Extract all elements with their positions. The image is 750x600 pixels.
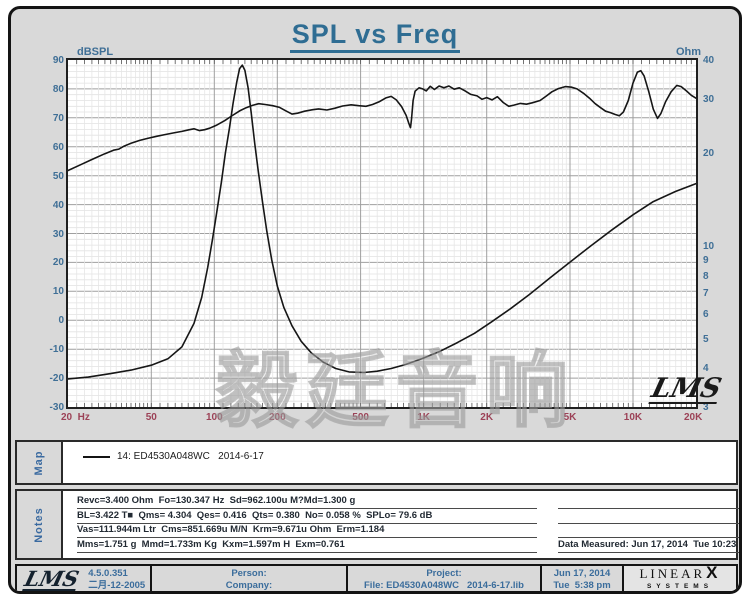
left-axis-tick-20: 20 xyxy=(52,257,64,269)
notes-right-column: Data Measured: Jun 17, 2014 Tue 10:23 am xyxy=(558,495,739,553)
file-name: File: ED4530A048WC 2014-6-17.lib xyxy=(364,579,524,591)
status-cell-datetime: Jun 17, 2014 Tue 5:38 pm xyxy=(540,566,622,591)
status-cell-brand: LINEAR X SYSTEMS xyxy=(622,566,736,591)
right-axis-tick-20: 20 xyxy=(703,147,715,159)
notes-right-line-2 xyxy=(558,510,739,524)
status-cell-person: Person: Company: xyxy=(150,566,346,591)
notes-left-column: Revc=3.400 Ohm Fo=130.347 Hz Sd=962.100u… xyxy=(77,495,537,553)
linearx-x-glyph: X xyxy=(706,566,721,582)
notes-line-parameters-2: BL=3.422 T■ Qms= 4.304 Qes= 0.416 Qts= 0… xyxy=(77,510,537,524)
left-axis-tick--20: -20 xyxy=(49,373,64,385)
notes-data-measured: Data Measured: Jun 17, 2014 Tue 10:23 am xyxy=(558,539,739,553)
right-axis-tick-7: 7 xyxy=(703,288,709,300)
status-bar: LMS 4.5.0.351 二月-12-2005 Person: Company… xyxy=(15,564,738,591)
notes-line-parameters-4: Mms=1.751 g Mmd=1.733m Kg Kxm=1.597m H E… xyxy=(77,539,537,553)
left-axis-tick--30: -30 xyxy=(49,402,64,413)
linearx-wordmark: LINEAR xyxy=(639,566,706,581)
freq-axis-tick-1000: 1K xyxy=(417,412,431,423)
notes-right-line-1 xyxy=(558,495,739,509)
freq-axis-tick-2000: 2K xyxy=(480,412,494,423)
left-axis-tick-0: 0 xyxy=(58,315,64,327)
lms-plot-watermark: LMS xyxy=(648,373,725,404)
status-cell-version: LMS 4.5.0.351 二月-12-2005 xyxy=(17,566,150,591)
status-date: Jun 17, 2014 xyxy=(553,567,611,579)
freq-axis-tick-20: 20 Hz xyxy=(61,412,90,423)
notes-panel-label-cell: Notes xyxy=(17,491,63,558)
map-panel: Map 14: ED4530A048WC 2014-6-17 xyxy=(15,440,738,485)
report-frame: SPL vs Freq dBSPL Ohm 90 80 70 60 50 40 30 20 10… xyxy=(8,6,742,594)
freq-axis-tick-100: 100 xyxy=(205,412,223,423)
freq-axis-tick-5000: 5K xyxy=(563,412,577,423)
left-axis-tick-60: 60 xyxy=(52,141,64,153)
right-axis-unit-label: Ohm xyxy=(675,46,701,58)
freq-axis-tick-500: 500 xyxy=(352,412,369,423)
project-label: Project: xyxy=(426,567,462,579)
freq-axis-tick-20000: 20K xyxy=(684,412,703,423)
left-axis-tick-40: 40 xyxy=(52,199,64,211)
freq-axis-tick-10000: 10K xyxy=(623,412,643,423)
right-axis-tick-4: 4 xyxy=(703,363,709,375)
notes-panel: Notes Revc=3.400 Ohm Fo=130.347 Hz Sd=96… xyxy=(15,489,739,560)
map-panel-label-cell: Map xyxy=(17,442,63,483)
right-axis-tick-8: 8 xyxy=(703,270,709,282)
spl-impedance-chart xyxy=(68,60,696,407)
right-axis-tick-40: 40 xyxy=(703,55,715,66)
right-axis-tick-6: 6 xyxy=(703,309,709,321)
app-version-date: 二月-12-2005 xyxy=(88,579,146,591)
map-panel-label: Map xyxy=(33,450,45,475)
notes-right-line-3 xyxy=(558,524,739,539)
right-axis-tick-9: 9 xyxy=(703,254,709,266)
legend-label: 14: ED4530A048WC 2014-6-17 xyxy=(117,451,264,462)
chart-plot-area xyxy=(66,58,698,409)
notes-panel-label: Notes xyxy=(33,506,45,543)
person-label: Person: xyxy=(231,567,267,579)
left-axis-tick-80: 80 xyxy=(52,83,64,95)
left-axis-tick-30: 30 xyxy=(52,228,64,240)
right-axis-tick-10: 10 xyxy=(703,240,715,252)
notes-line-parameters-3: Vas=111.944m Ltr Cms=851.669u M/N Krm=9.… xyxy=(77,524,537,539)
left-axis-tick-10: 10 xyxy=(52,286,64,298)
chart-title-row: SPL vs Freq xyxy=(11,19,739,53)
left-axis-unit-label: dBSPL xyxy=(77,46,114,58)
right-axis-tick-5: 5 xyxy=(703,333,709,345)
right-axis-tick-30: 30 xyxy=(703,93,715,105)
left-axis-tick-50: 50 xyxy=(52,170,64,182)
status-cell-project: Project: File: ED4530A048WC 2014-6-17.li… xyxy=(346,566,540,591)
notes-line-parameters-1: Revc=3.400 Ohm Fo=130.347 Hz Sd=962.100u… xyxy=(77,495,537,509)
map-panel-content: 14: ED4530A048WC 2014-6-17 xyxy=(63,442,736,483)
status-time: Tue 5:38 pm xyxy=(553,579,611,591)
freq-axis-tick-200: 200 xyxy=(268,412,286,423)
freq-axis-tick-50: 50 xyxy=(145,412,157,423)
left-axis-tick--10: -10 xyxy=(49,344,64,356)
company-label: Company: xyxy=(225,579,273,591)
linearx-systems-label: SYSTEMS xyxy=(646,582,714,590)
app-version: 4.5.0.351 xyxy=(88,567,128,579)
notes-panel-content: Revc=3.400 Ohm Fo=130.347 Hz Sd=962.100u… xyxy=(63,491,739,558)
legend-line-swatch xyxy=(83,455,110,458)
lms-logo: LMS xyxy=(22,566,82,591)
left-axis-tick-90: 90 xyxy=(52,55,64,66)
page-title: SPL vs Freq xyxy=(289,19,461,53)
linearx-logo: LINEAR X xyxy=(639,566,721,582)
legend-row: 14: ED4530A048WC 2014-6-17 xyxy=(83,451,264,462)
left-axis-tick-70: 70 xyxy=(52,112,64,124)
right-axis-tick-3: 3 xyxy=(703,402,709,413)
